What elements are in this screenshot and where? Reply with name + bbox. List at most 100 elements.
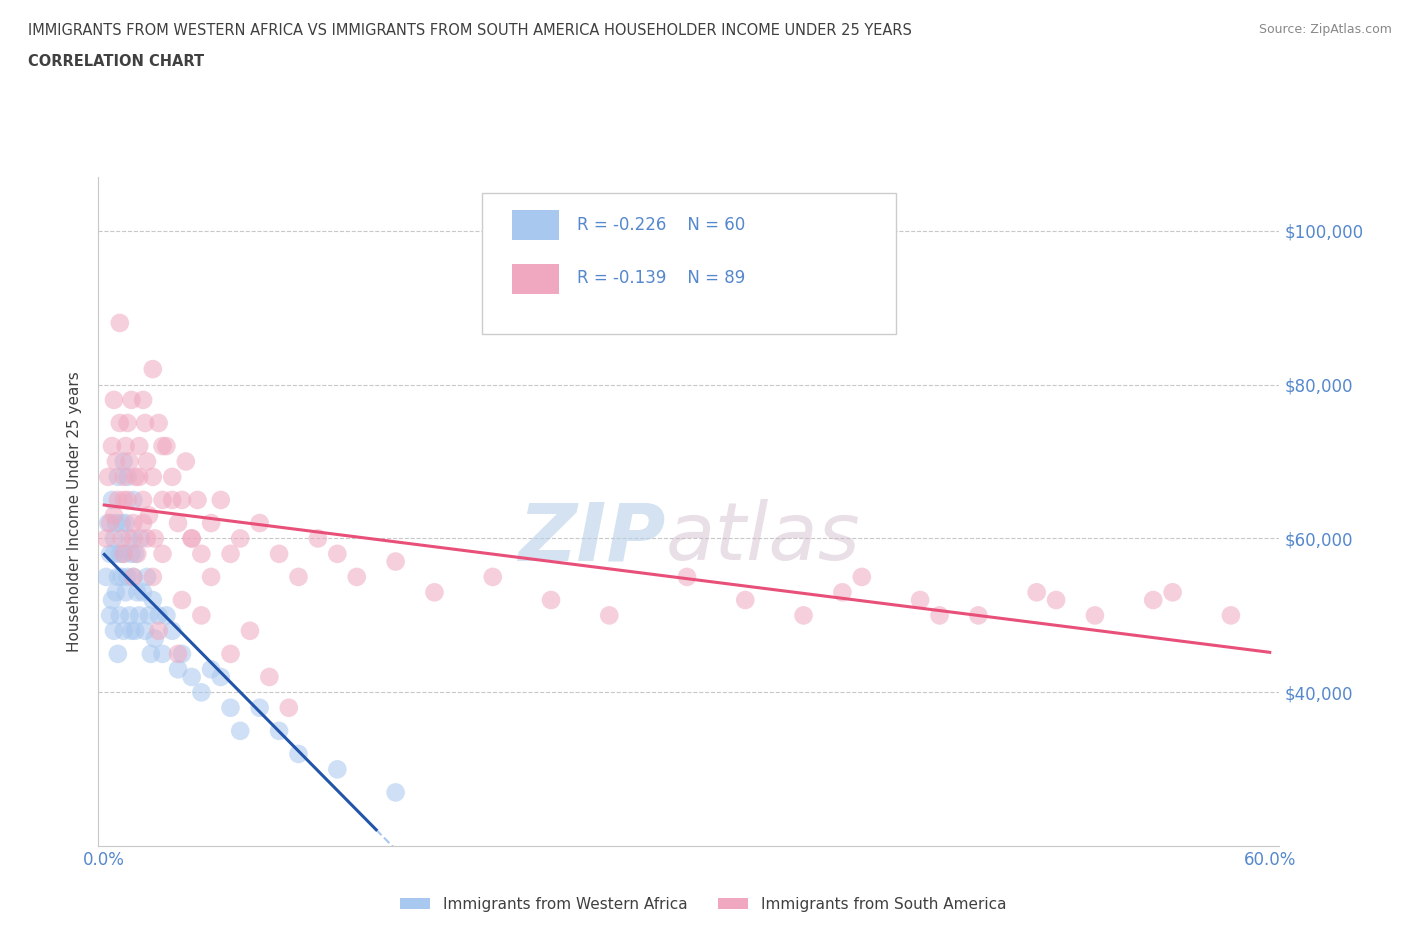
Point: [384, 785, 406, 800]
Point: [107, 569, 129, 584]
Point: [170, 592, 193, 607]
Point: [98, 547, 121, 562]
Point: [908, 592, 931, 607]
Point: [148, 608, 170, 623]
Point: [734, 592, 756, 607]
Text: IMMIGRANTS FROM WESTERN AFRICA VS IMMIGRANTS FROM SOUTH AMERICA HOUSEHOLDER INCO: IMMIGRANTS FROM WESTERN AFRICA VS IMMIGR…: [28, 23, 912, 38]
Point: [134, 416, 156, 431]
Point: [793, 608, 815, 623]
Point: [124, 470, 146, 485]
Point: [103, 547, 125, 562]
Point: [967, 608, 990, 623]
Point: [114, 439, 136, 454]
Point: [112, 454, 135, 469]
Point: [108, 547, 131, 562]
Point: [127, 585, 149, 600]
Point: [831, 585, 853, 600]
Point: [249, 515, 271, 530]
Point: [186, 493, 208, 508]
Point: [200, 515, 222, 530]
Point: [112, 547, 135, 562]
Point: [152, 439, 174, 454]
Point: [101, 493, 124, 508]
Point: [162, 623, 183, 638]
Point: [143, 531, 166, 546]
Point: [239, 623, 262, 638]
Point: [117, 569, 139, 584]
Point: [122, 569, 145, 584]
Point: [107, 493, 129, 508]
Point: [104, 454, 127, 469]
Point: [180, 670, 202, 684]
Point: [162, 470, 183, 485]
Point: [155, 439, 177, 454]
Point: [107, 646, 129, 661]
Point: [118, 608, 141, 623]
Point: [142, 470, 165, 485]
Point: [481, 569, 503, 584]
Y-axis label: Householder Income Under 25 years: Householder Income Under 25 years: [67, 371, 83, 652]
Point: [170, 493, 193, 508]
Point: [170, 646, 193, 661]
Point: [180, 531, 202, 546]
Point: [209, 493, 232, 508]
Point: [267, 547, 290, 562]
Point: [114, 515, 136, 530]
Point: [200, 569, 222, 584]
Point: [97, 470, 120, 485]
Point: [267, 724, 290, 738]
Point: [103, 508, 125, 523]
Point: [98, 608, 121, 623]
Point: [155, 608, 177, 623]
Point: [104, 585, 127, 600]
Point: [136, 454, 159, 469]
Point: [142, 592, 165, 607]
Point: [167, 515, 190, 530]
Point: [229, 531, 252, 546]
Point: [122, 515, 145, 530]
Point: [112, 493, 135, 508]
Point: [287, 569, 309, 584]
Point: [103, 392, 125, 407]
Point: [307, 531, 329, 546]
Point: [142, 362, 165, 377]
Point: [134, 623, 156, 638]
Point: [384, 554, 406, 569]
Point: [108, 608, 131, 623]
Point: [346, 569, 368, 584]
Point: [190, 547, 212, 562]
Point: [111, 569, 134, 584]
Point: [152, 493, 174, 508]
Text: Source: ZipAtlas.com: Source: ZipAtlas.com: [1258, 23, 1392, 36]
Point: [136, 569, 159, 584]
Point: [128, 608, 150, 623]
Point: [120, 623, 142, 638]
Point: [124, 547, 146, 562]
Point: [143, 631, 166, 646]
Point: [101, 592, 124, 607]
Point: [122, 531, 145, 546]
Point: [129, 531, 152, 546]
Point: [851, 569, 873, 584]
Bar: [512, 210, 560, 240]
Point: [1161, 585, 1184, 600]
Point: [103, 623, 125, 638]
Point: [209, 670, 232, 684]
Point: [132, 585, 155, 600]
Point: [104, 515, 127, 530]
Point: [229, 724, 252, 738]
Point: [1219, 608, 1241, 623]
Point: [423, 585, 446, 600]
Point: [108, 416, 131, 431]
Point: [277, 700, 299, 715]
Point: [96, 531, 118, 546]
Text: R = -0.226    N = 60: R = -0.226 N = 60: [576, 216, 745, 234]
Point: [107, 470, 129, 485]
Point: [111, 531, 134, 546]
Point: [117, 493, 139, 508]
Point: [118, 454, 141, 469]
Point: [167, 646, 190, 661]
Point: [118, 531, 141, 546]
Point: [167, 662, 190, 677]
Point: [180, 531, 202, 546]
